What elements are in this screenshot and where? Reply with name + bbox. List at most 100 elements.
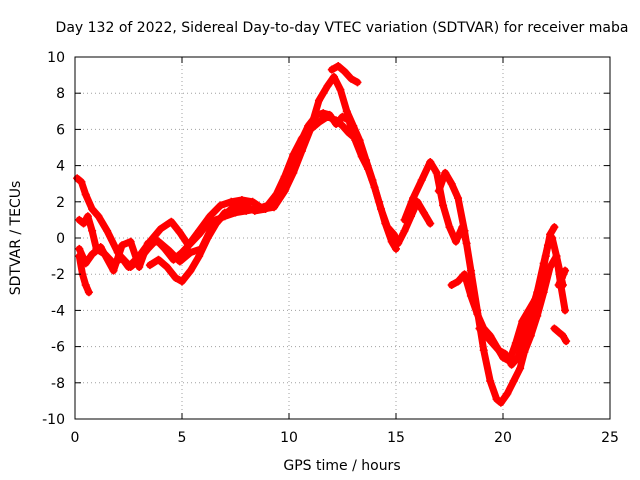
y-tick-label: -2 xyxy=(51,267,65,283)
label-layer: 0 5 10 15 20 25 -10 -8 -6 -4 -2 0 2 4 6 8 10 xyxy=(42,50,619,446)
data-point-track-g xyxy=(417,176,426,185)
data-point-track-a xyxy=(175,257,184,266)
data-point-track-b xyxy=(81,190,90,199)
data-point-track-c xyxy=(297,134,306,143)
y-tick-label: 2 xyxy=(56,195,65,211)
x-tick-label: 20 xyxy=(494,430,512,446)
data-point-track-c xyxy=(178,248,186,257)
data-point-track-b xyxy=(88,205,97,214)
data-point-track-c xyxy=(203,219,212,228)
y-axis-label: SDTVAR / TECUs xyxy=(8,181,24,296)
data-point-track-b xyxy=(270,203,279,212)
data-point-track-k xyxy=(548,234,557,242)
x-tick-label: 5 xyxy=(178,430,187,446)
data-point-track-m xyxy=(554,281,563,290)
data-point-track-a xyxy=(186,248,195,257)
data-point-track-e xyxy=(154,255,163,264)
data-point-track-b xyxy=(392,244,400,253)
data-point-track-c xyxy=(143,244,152,253)
data-point-track-b xyxy=(237,195,246,204)
data-point-track-b xyxy=(323,81,332,90)
data-point-track-l xyxy=(562,337,571,346)
data-point-track-b xyxy=(342,107,351,116)
data-point-track-c xyxy=(152,235,161,244)
data-point-track-b xyxy=(374,197,383,206)
data-point-track-j xyxy=(488,338,497,347)
x-tick-label: 10 xyxy=(280,430,298,446)
data-point-track-l xyxy=(554,328,563,337)
data-point-track-i xyxy=(460,270,469,279)
data-point-track-m xyxy=(561,266,570,275)
data-point-track-c xyxy=(314,118,323,127)
data-point-track-c xyxy=(88,226,97,235)
data-point-track-e xyxy=(195,252,204,261)
data-point-track-b xyxy=(329,72,338,81)
data-point-track-l xyxy=(558,331,567,340)
x-tick-label: 15 xyxy=(387,430,405,446)
data-point-track-i xyxy=(447,281,456,290)
data-point-track-c xyxy=(160,244,169,253)
data-point-track-j xyxy=(526,310,535,319)
chart-title: Day 132 of 2022, Sidereal Day-to-day VTE… xyxy=(56,20,629,36)
data-point-track-f xyxy=(334,62,343,71)
data-point-track-g xyxy=(426,157,435,166)
series-track-b xyxy=(73,73,400,271)
data-point-track-h xyxy=(466,266,475,275)
data-point-track-e xyxy=(212,219,221,228)
data-point-track-j xyxy=(501,349,510,358)
data-point-track-b xyxy=(248,197,257,206)
data-point-track-c xyxy=(100,250,109,259)
data-point-track-j xyxy=(520,331,529,340)
series-track-j xyxy=(476,241,552,369)
series-track-d xyxy=(75,252,93,296)
data-point-track-c xyxy=(323,112,332,121)
data-point-track-j xyxy=(481,331,490,340)
y-tick-label: 10 xyxy=(47,50,65,66)
data-point-track-i xyxy=(473,310,482,319)
data-point-track-b xyxy=(314,96,323,105)
data-point-track-b xyxy=(175,228,184,237)
data-point-track-h xyxy=(509,376,518,385)
data-point-track-c xyxy=(83,212,92,221)
y-tick-label: -6 xyxy=(51,340,65,356)
series-track-k xyxy=(548,234,569,314)
data-point-track-c xyxy=(242,206,251,215)
data-point-track-a xyxy=(118,241,127,250)
data-point-track-j xyxy=(507,360,516,369)
data-point-track-b xyxy=(167,217,176,226)
y-tick-label: -8 xyxy=(51,376,65,392)
data-point-track-j xyxy=(513,353,522,362)
data-point-track-a xyxy=(400,226,409,235)
data-point-track-j xyxy=(533,288,542,297)
y-tick-label: -4 xyxy=(51,303,65,319)
y-tick-label: 0 xyxy=(56,231,65,247)
data-point-track-b xyxy=(73,174,82,183)
data-point-track-h xyxy=(486,376,495,385)
data-point-track-b xyxy=(297,147,306,156)
series-track-e xyxy=(146,209,229,285)
y-tick-label: -10 xyxy=(42,412,65,428)
data-point-track-h xyxy=(533,311,542,320)
data-point-track-h xyxy=(492,395,501,404)
data-point-track-i xyxy=(550,223,559,232)
data-point-track-a xyxy=(426,219,435,228)
data-point-track-c xyxy=(79,219,88,228)
data-point-track-a xyxy=(126,237,135,246)
data-point-track-h xyxy=(503,389,512,398)
data-point-track-f xyxy=(353,78,362,87)
data-point-track-b xyxy=(387,237,396,246)
data-point-track-l xyxy=(550,324,559,333)
data-point-track-c xyxy=(338,121,347,130)
data-point-track-e xyxy=(171,273,180,282)
data-point-track-b xyxy=(94,212,103,221)
data-point-track-c xyxy=(306,125,315,134)
data-point-track-c xyxy=(272,190,281,199)
x-axis-label: GPS time / hours xyxy=(283,458,400,474)
data-point-track-b xyxy=(368,176,377,185)
data-point-track-c xyxy=(118,253,127,262)
data-point-track-d xyxy=(75,252,84,261)
data-point-track-g xyxy=(445,223,454,232)
data-point-track-m xyxy=(557,273,566,282)
data-point-track-g xyxy=(432,168,441,177)
data-point-track-k xyxy=(561,306,570,315)
